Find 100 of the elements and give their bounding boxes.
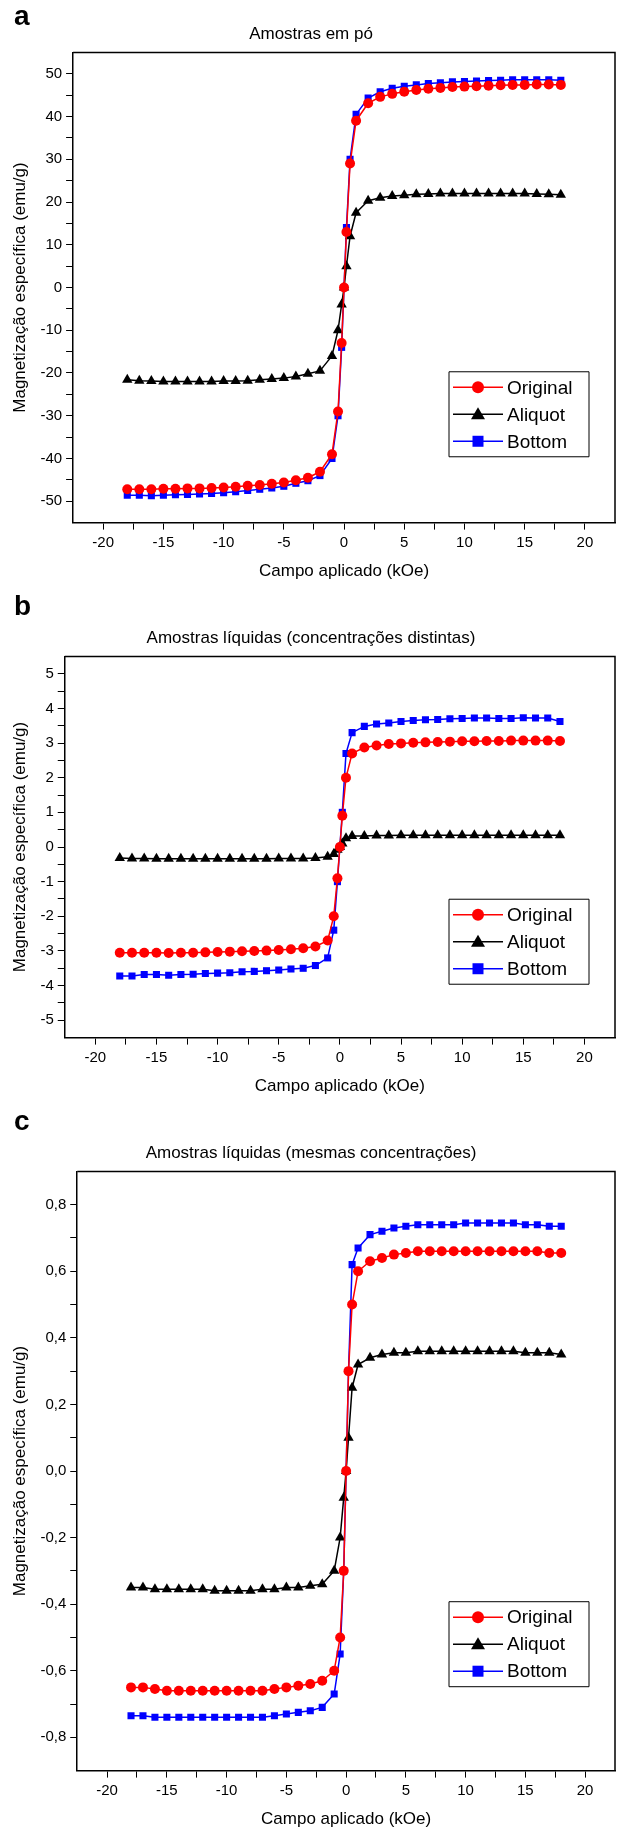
point [340,772,351,783]
point [354,1244,362,1252]
y-tick-label: -4 [40,975,54,993]
point [373,720,381,728]
y-tick-label: -0,8 [40,1727,67,1745]
point [285,852,297,862]
point [458,714,466,722]
point [390,1224,398,1232]
point [424,1345,435,1355]
point [332,873,343,884]
x-tick-label: 5 [401,1780,411,1798]
point [161,1685,172,1696]
point [333,406,344,417]
point [152,970,160,979]
y-tick-label: -0,2 [40,1527,67,1545]
point [270,1712,278,1720]
point [485,1219,494,1227]
point [395,829,407,839]
point [261,945,272,956]
point [221,1584,232,1594]
point [399,86,410,97]
point [334,1531,346,1541]
point [335,1632,346,1643]
point [254,373,265,383]
point [293,1680,304,1691]
point [188,947,199,958]
point [273,944,284,955]
point [399,189,410,199]
point [299,964,307,972]
point [328,911,339,922]
point [305,1579,316,1589]
point [114,947,125,958]
point [362,194,374,204]
point [311,961,319,970]
point [140,970,148,979]
point [212,947,223,957]
point [448,1345,459,1355]
y-tick-label: -50 [40,491,63,509]
point [149,1684,160,1695]
point [496,1345,507,1355]
text: a [14,0,30,32]
y-tick-label: -3 [40,941,54,959]
point [262,967,271,975]
point [127,1712,135,1720]
y-tick-label: -2 [40,906,54,924]
point [447,82,458,93]
point [290,475,301,486]
point [457,736,468,747]
point [310,941,321,952]
point [387,190,398,200]
point [348,1261,356,1269]
point [456,829,468,839]
point [137,1682,148,1693]
point [314,466,325,477]
point [200,947,211,958]
point [423,83,434,94]
point [257,1583,268,1593]
point [126,852,138,862]
point [269,1583,280,1593]
x-tick-label: -5 [272,1047,286,1065]
point [122,373,133,383]
point [474,1219,482,1227]
y-tick-label: -1 [40,871,54,889]
point [545,1222,553,1230]
y-tick-label: 30 [45,149,63,167]
point [543,79,554,90]
point [146,375,157,385]
x-tick-label: 15 [516,532,534,550]
point [278,372,290,382]
point [317,1578,328,1588]
point [518,735,529,746]
point [206,482,217,493]
point [200,852,211,862]
point [326,349,338,359]
point [376,1348,388,1358]
x-axis-title: Campo aplicado (kOe) [261,1809,432,1829]
point [310,852,321,862]
point [275,966,283,974]
point [211,1713,219,1721]
point [444,736,455,747]
y-tick-label: 20 [45,192,63,210]
point [371,829,382,839]
point [507,79,518,90]
point [201,969,209,978]
point [469,736,480,747]
point [471,81,482,92]
point [506,735,517,746]
point [481,829,492,839]
point [469,829,480,839]
point [328,1564,340,1574]
point [544,1247,555,1258]
point [414,1221,422,1229]
point [163,948,174,959]
y-tick-label: 10 [45,234,63,252]
point [327,449,337,460]
point [137,1581,149,1591]
point [376,1252,387,1263]
point [209,1584,220,1594]
point [221,1685,232,1696]
point [402,1222,410,1230]
